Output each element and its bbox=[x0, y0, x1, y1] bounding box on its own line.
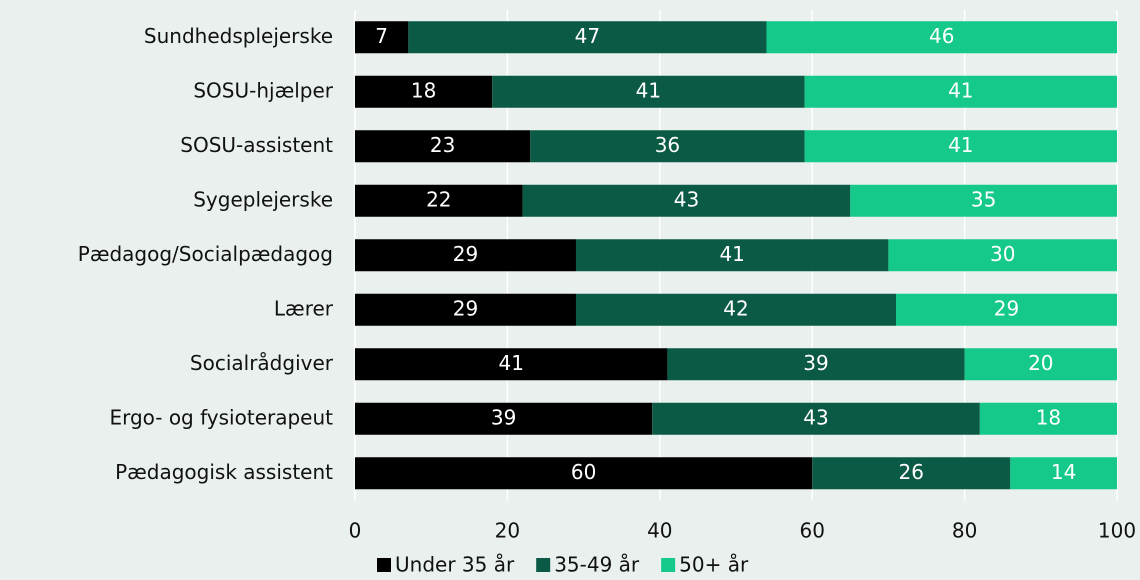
bar-segment bbox=[964, 348, 1117, 381]
data-label: 14 bbox=[1051, 460, 1076, 484]
y-tick-label: Ergo- og fysioterapeut bbox=[109, 405, 333, 429]
data-label: 39 bbox=[491, 405, 516, 429]
x-tick-label: 100 bbox=[1098, 519, 1136, 543]
data-label: 18 bbox=[411, 78, 436, 102]
x-tick-label: 20 bbox=[495, 519, 520, 543]
data-label: 42 bbox=[723, 296, 748, 320]
bar-segment bbox=[522, 184, 851, 217]
bar-segment bbox=[896, 293, 1117, 326]
y-tick-label: Sundhedsplejerske bbox=[144, 24, 333, 48]
data-label: 20 bbox=[1028, 351, 1053, 375]
bar-segment bbox=[888, 239, 1117, 272]
data-label: 26 bbox=[899, 460, 924, 484]
legend-swatch bbox=[377, 558, 391, 572]
bar-segment bbox=[355, 293, 576, 326]
bar-segment bbox=[355, 75, 493, 108]
bar-segment bbox=[530, 130, 805, 163]
bar-segment bbox=[804, 130, 1117, 163]
bar-segment bbox=[355, 130, 531, 163]
data-label: 18 bbox=[1036, 405, 1061, 429]
data-label: 41 bbox=[719, 242, 744, 266]
bar-segment bbox=[355, 402, 653, 435]
data-label: 47 bbox=[575, 24, 600, 48]
data-label: 60 bbox=[571, 460, 596, 484]
y-tick-label: Socialrådgiver bbox=[190, 351, 334, 375]
x-tick-label: 60 bbox=[799, 519, 824, 543]
bar-segment bbox=[575, 293, 897, 326]
data-label: 41 bbox=[636, 78, 661, 102]
bar-segment bbox=[850, 184, 1117, 217]
data-label: 43 bbox=[674, 187, 699, 211]
bar-segment bbox=[355, 457, 813, 490]
y-tick-label: SOSU-assistent bbox=[180, 133, 333, 157]
bar-segment bbox=[355, 21, 409, 54]
bar-segment bbox=[652, 402, 980, 435]
bar-segment bbox=[812, 457, 1011, 490]
data-label: 29 bbox=[453, 242, 478, 266]
data-label: 46 bbox=[929, 24, 954, 48]
bar-segment bbox=[492, 75, 805, 108]
legend-label: 50+ år bbox=[679, 553, 749, 577]
x-tick-label: 40 bbox=[647, 519, 672, 543]
y-tick-label: Pædagog/Socialpædagog bbox=[78, 242, 333, 266]
data-label: 30 bbox=[990, 242, 1015, 266]
data-label: 23 bbox=[430, 133, 455, 157]
data-label: 35 bbox=[971, 187, 996, 211]
bar-segment bbox=[355, 348, 668, 381]
data-label: 29 bbox=[994, 296, 1019, 320]
bar-segment bbox=[408, 21, 767, 54]
bar-segment bbox=[766, 21, 1117, 54]
data-label: 41 bbox=[948, 78, 973, 102]
bar-segment bbox=[355, 184, 523, 217]
legend-label: Under 35 år bbox=[395, 553, 515, 577]
y-tick-label: Sygeplejerske bbox=[193, 187, 333, 211]
y-tick-label: Lærer bbox=[274, 296, 334, 320]
data-label: 41 bbox=[948, 133, 973, 157]
bar-segment bbox=[575, 239, 889, 272]
bar-segment bbox=[1010, 457, 1117, 490]
data-label: 29 bbox=[453, 296, 478, 320]
bar-segment bbox=[667, 348, 965, 381]
legend-swatch bbox=[661, 558, 676, 572]
data-label: 43 bbox=[803, 405, 828, 429]
x-tick-label: 80 bbox=[952, 519, 977, 543]
data-label: 7 bbox=[375, 24, 388, 48]
y-tick-label: Pædagogisk assistent bbox=[115, 460, 333, 484]
data-label: 39 bbox=[803, 351, 828, 375]
legend: Under 35 år 35-49 år 50+ år bbox=[377, 553, 749, 577]
x-tick-label: 0 bbox=[349, 519, 362, 543]
bar-segment bbox=[804, 75, 1117, 108]
legend-swatch bbox=[536, 558, 551, 572]
bar-segment bbox=[979, 402, 1117, 435]
y-tick-label: SOSU-hjælper bbox=[193, 78, 333, 102]
legend-label: 35-49 år bbox=[554, 553, 640, 577]
data-label: 36 bbox=[655, 133, 680, 157]
data-label: 22 bbox=[426, 187, 451, 211]
bar-segment bbox=[355, 239, 576, 272]
data-label: 41 bbox=[498, 351, 523, 375]
